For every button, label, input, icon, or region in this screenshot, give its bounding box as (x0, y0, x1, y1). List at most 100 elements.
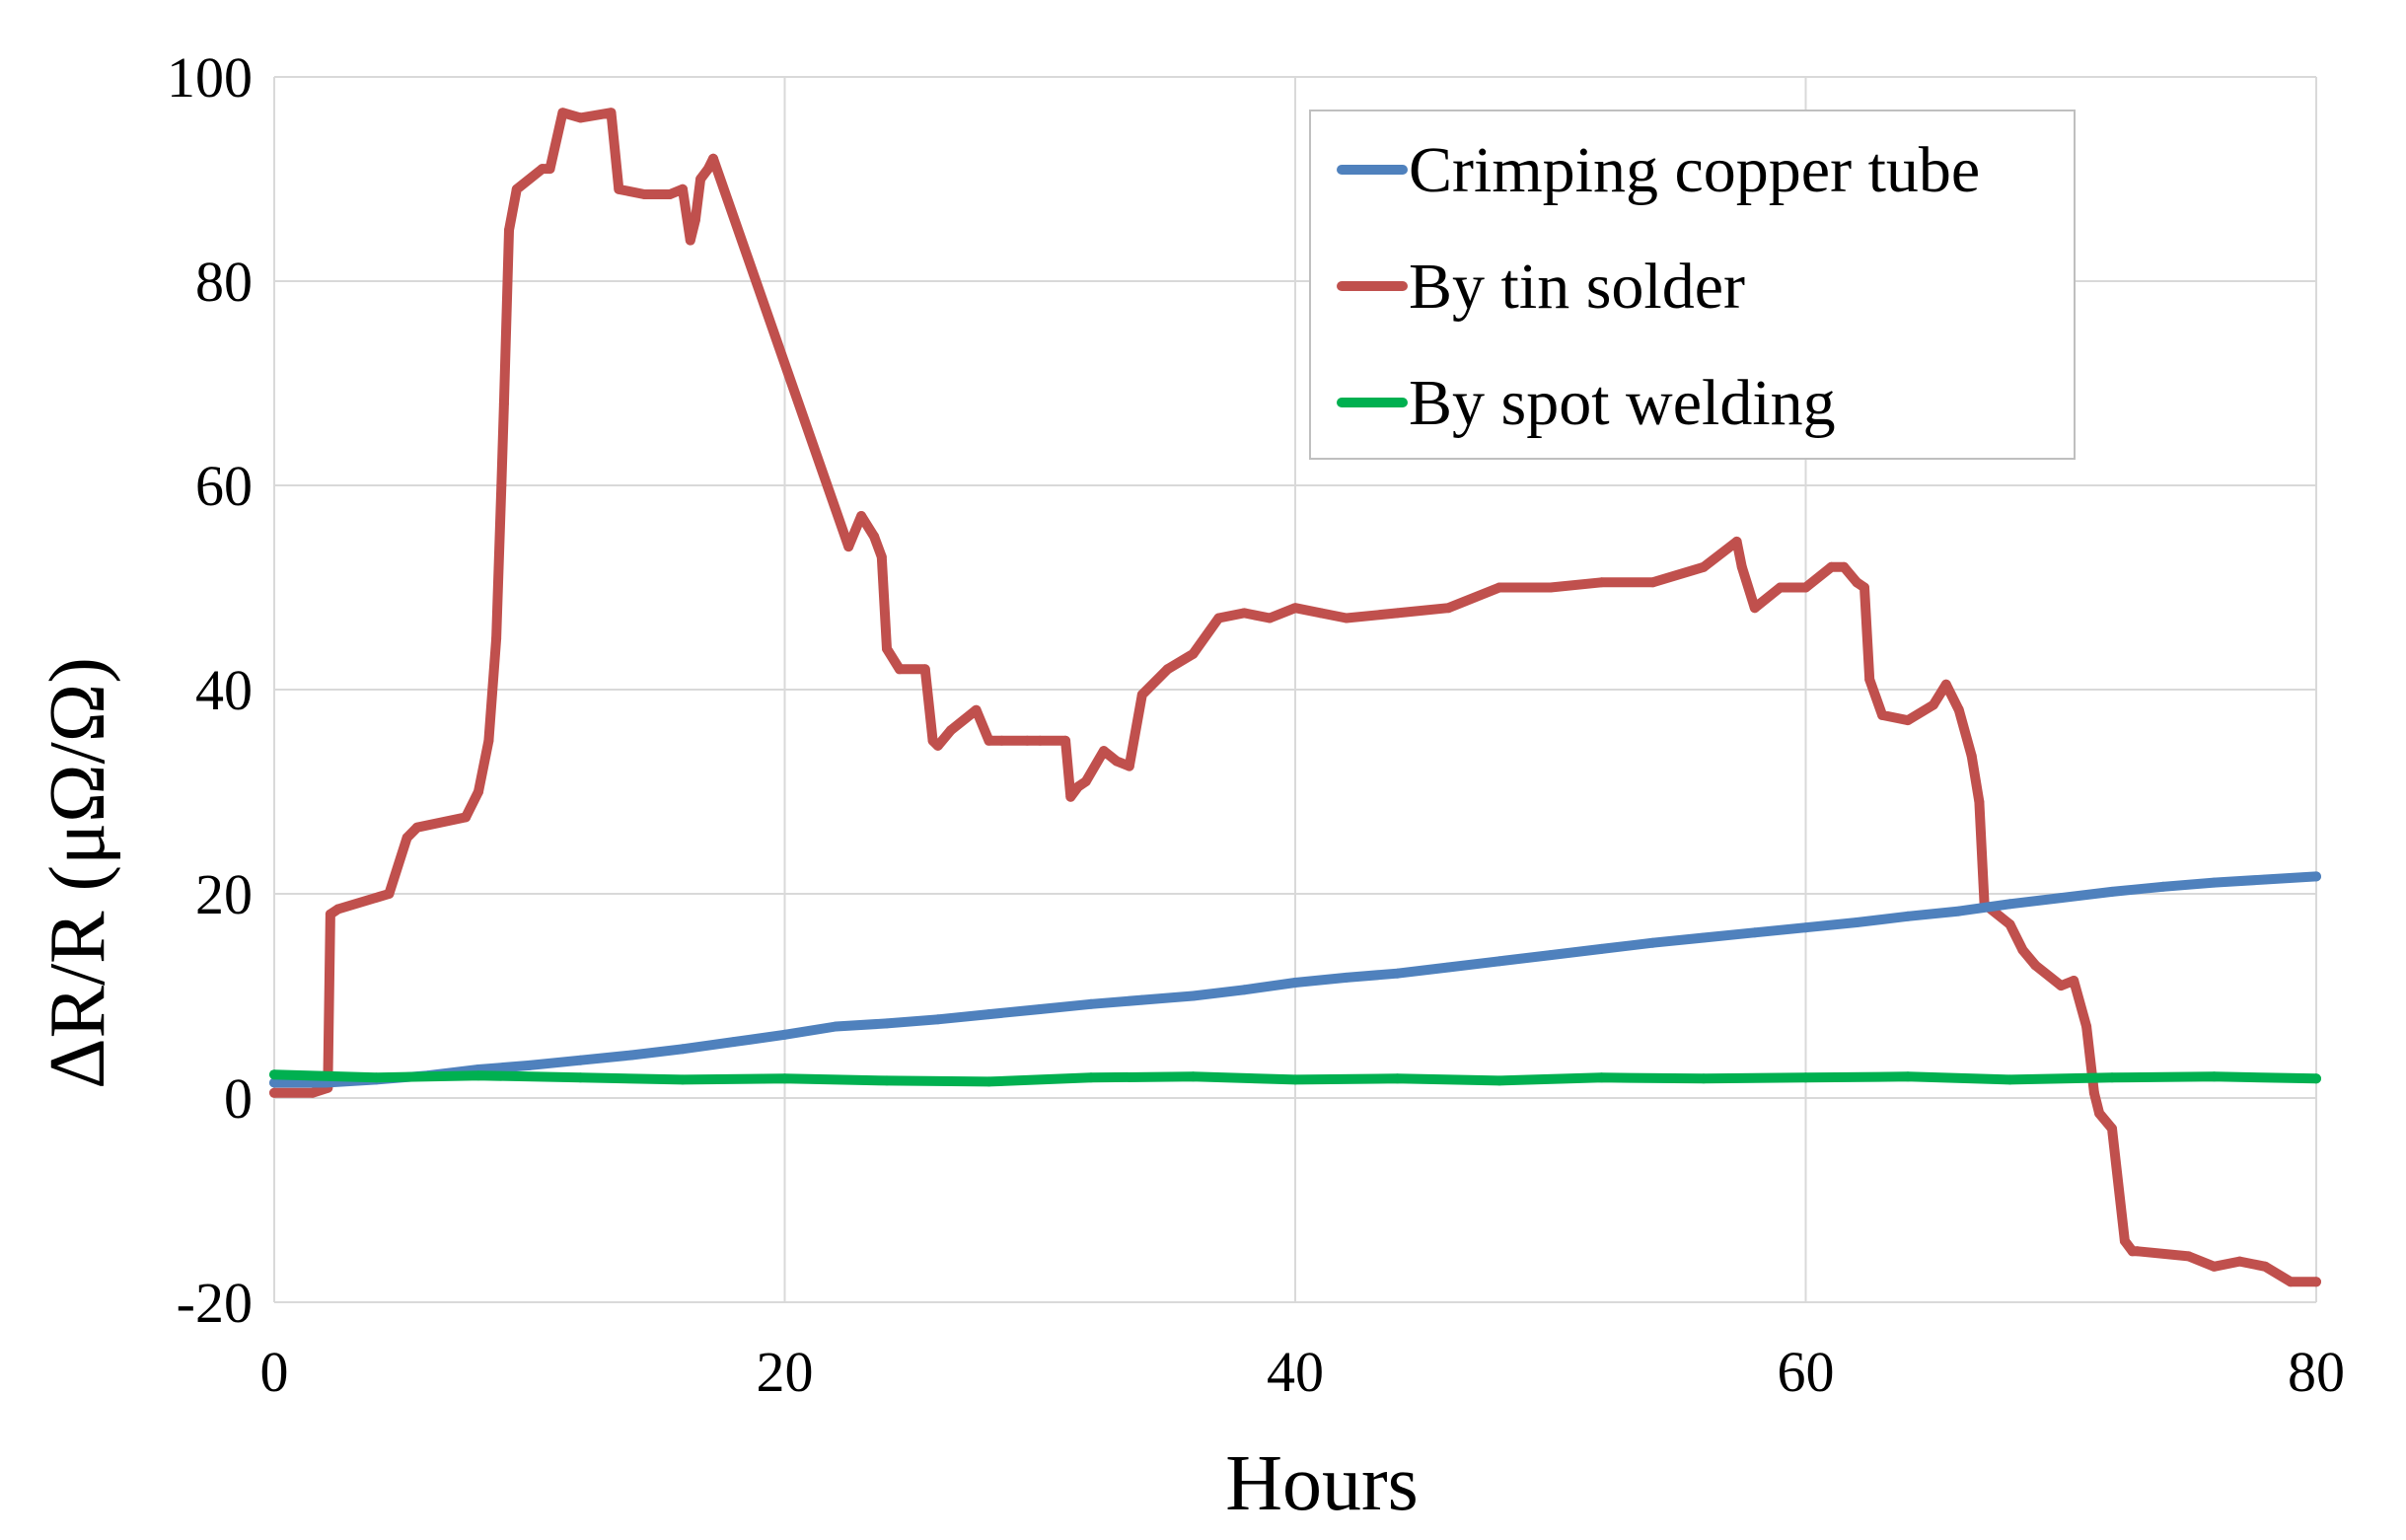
data-point (2017, 944, 2028, 955)
data-point (269, 1087, 279, 1098)
data-point (2209, 1261, 2220, 1272)
legend-label: By tin solder (1409, 251, 1745, 323)
data-point (678, 1044, 688, 1055)
data-point (2311, 871, 2321, 882)
data-point (1826, 561, 1837, 572)
data-point (690, 214, 700, 225)
data-point (2234, 1256, 2245, 1267)
data-point (1545, 950, 1556, 961)
data-point (1443, 962, 1454, 973)
data-point (474, 786, 483, 797)
data-point (2088, 1087, 2099, 1098)
data-point (919, 664, 930, 675)
data-point (1647, 937, 1658, 948)
data-point (1864, 674, 1875, 685)
data-point (843, 542, 854, 552)
data-point (2209, 877, 2220, 888)
data-point (984, 735, 994, 746)
data-point (1495, 582, 1504, 593)
data-point (894, 664, 905, 675)
data-point (1545, 582, 1556, 593)
series-crimping-copper-tube (269, 871, 2321, 1088)
data-point (1239, 985, 1250, 995)
data-point (575, 112, 586, 123)
data-point (932, 1014, 943, 1025)
data-point (2094, 1108, 2105, 1119)
data-point (2286, 1277, 2297, 1287)
data-point (2056, 893, 2067, 904)
y-tick-label: 80 (195, 250, 253, 314)
data-point (1699, 1073, 1709, 1084)
data-point (614, 183, 624, 194)
data-point (2183, 1251, 2194, 1262)
data-point (1073, 781, 1084, 792)
data-series (269, 108, 2321, 1287)
x-tick-label: 60 (1778, 1340, 1835, 1404)
data-point (678, 183, 688, 194)
data-point (537, 164, 547, 175)
data-point (1086, 998, 1096, 1009)
data-point (1903, 715, 1913, 726)
data-point (856, 511, 867, 521)
data-point (491, 633, 502, 644)
data-point (996, 735, 1007, 746)
data-point (2260, 1261, 2271, 1272)
data-point (1392, 1073, 1403, 1084)
data-point (1392, 608, 1403, 619)
data-point (1800, 582, 1811, 593)
grid (273, 76, 2317, 1303)
data-point (2107, 886, 2117, 897)
legend-label: By spot welding (1409, 367, 1836, 439)
data-point (1315, 608, 1326, 619)
data-point (575, 1072, 586, 1083)
x-axis-title: Hours (1225, 1440, 1419, 1527)
data-point (1162, 664, 1173, 675)
data-point (1940, 679, 1951, 690)
data-point (1188, 1071, 1199, 1082)
data-point (1699, 561, 1709, 572)
data-point (685, 235, 695, 246)
data-point (2056, 981, 2067, 991)
data-point (1035, 735, 1046, 746)
data-point (2005, 899, 2015, 910)
data-point (606, 108, 617, 118)
data-point (1903, 911, 1913, 921)
data-point (876, 551, 887, 562)
data-point (1903, 1071, 1913, 1082)
data-point (1341, 972, 1351, 983)
data-point (2119, 1235, 2130, 1246)
data-point (1749, 927, 1760, 938)
y-tick-label: 40 (195, 658, 253, 722)
data-point (882, 643, 892, 654)
data-point (498, 399, 509, 409)
data-point (1341, 613, 1351, 623)
data-point (1124, 761, 1134, 771)
data-point (695, 174, 706, 184)
data-point (2005, 919, 2015, 929)
data-point (2030, 960, 2041, 971)
data-point (511, 183, 522, 194)
data-point (545, 164, 555, 175)
data-point (1290, 978, 1300, 988)
data-point (332, 904, 343, 915)
data-point (1859, 582, 1869, 593)
data-point (504, 225, 514, 236)
data-point (384, 889, 395, 899)
data-point (307, 1087, 318, 1098)
series-line (269, 108, 2321, 1287)
data-point (2069, 976, 2079, 986)
data-point (461, 812, 472, 823)
data-point (1265, 613, 1276, 623)
data-point (1647, 577, 1658, 588)
data-point (1213, 613, 1224, 623)
data-point (1136, 994, 1147, 1005)
data-point (1596, 943, 1607, 954)
data-point (1775, 582, 1786, 593)
data-point (1596, 577, 1607, 588)
legend-box (1309, 110, 2076, 460)
data-point (1239, 608, 1250, 619)
data-point (1111, 756, 1122, 767)
data-point (1974, 796, 1985, 807)
